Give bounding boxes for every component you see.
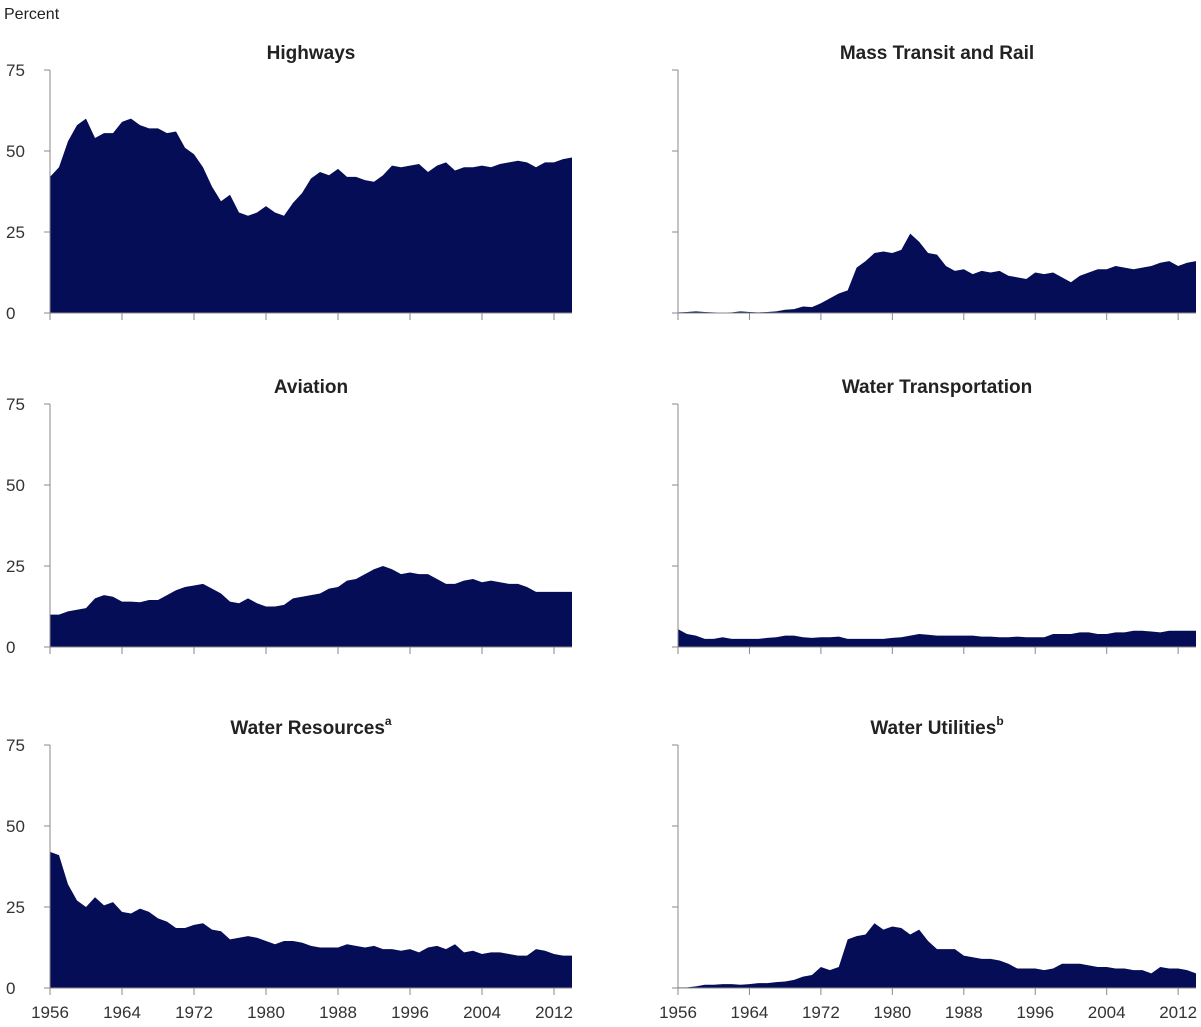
area-series-mass-transit-and-rail (678, 233, 1196, 313)
y-tick-label: 50 (6, 142, 25, 161)
y-tick-label: 0 (6, 638, 15, 657)
x-tick-label: 1988 (945, 1003, 983, 1022)
x-tick-label: 1972 (175, 1003, 213, 1022)
y-tick-label: 75 (6, 736, 25, 755)
y-tick-label: 0 (6, 979, 15, 998)
area-series-water-transportation (678, 629, 1196, 647)
x-tick-label: 1996 (1016, 1003, 1054, 1022)
x-tick-label: 1956 (659, 1003, 697, 1022)
x-tick-label: 1980 (247, 1003, 285, 1022)
panel-title-text: Water Utilities (870, 718, 996, 739)
panel-title-text: Highways (267, 43, 356, 64)
x-tick-label: 2012 (1159, 1003, 1197, 1022)
y-unit-label: Percent (4, 6, 60, 23)
panel-title-aviation: Aviation (274, 377, 348, 398)
y-tick-label: 25 (6, 557, 25, 576)
y-tick-label: 25 (6, 223, 25, 242)
panel-title-highways: Highways (267, 43, 356, 64)
panel-title-text: Mass Transit and Rail (840, 43, 1034, 64)
panel-water-utilities: Water Utilitiesb 1956 1964 1972 1980 1988 1996… (659, 714, 1197, 1022)
y-tick-label: 50 (6, 476, 25, 495)
x-tick-label: 1956 (31, 1003, 69, 1022)
panel-title-superscript: b (996, 714, 1003, 728)
area-series-water-resources (50, 851, 572, 988)
area-series-aviation (50, 566, 572, 647)
panel-title-water-utilities: Water Utilitiesb (870, 714, 1003, 739)
x-tick-label: 2012 (535, 1003, 573, 1022)
x-tick-label: 1988 (319, 1003, 357, 1022)
panel-title-text: Water Resources (230, 718, 385, 739)
panel-title-mass-transit-and-rail: Mass Transit and Rail (840, 43, 1034, 64)
y-tick-label: 75 (6, 395, 25, 414)
panel-title-water-resources: Water Resourcesa (230, 714, 392, 739)
panel-title-text: Aviation (274, 377, 348, 398)
y-tick-label: 75 (6, 61, 25, 80)
x-tick-label: 1964 (731, 1003, 769, 1022)
y-tick-label: 0 (6, 304, 15, 323)
x-tick-label: 1964 (103, 1003, 141, 1022)
panel-highways: Highways 0 25 50 75 (6, 43, 572, 323)
x-tick-label: 2004 (463, 1003, 501, 1022)
x-tick-label: 1996 (391, 1003, 429, 1022)
panel-water-resources: Water Resourcesa 0 25 50 75 1956 1964 1972 1980 1… (6, 714, 573, 1022)
x-tick-label: 1972 (802, 1003, 840, 1022)
area-series-highways (50, 118, 572, 313)
panel-water-transportation: Water Transportation (672, 377, 1196, 654)
panel-title-water-transportation: Water Transportation (842, 377, 1032, 398)
panel-aviation: Aviation 0 25 50 75 (6, 377, 572, 657)
panel-title-superscript: a (385, 714, 392, 728)
y-tick-label: 25 (6, 898, 25, 917)
area-series-water-utilities (678, 923, 1196, 988)
panel-title-text: Water Transportation (842, 377, 1032, 398)
x-tick-label: 2004 (1088, 1003, 1126, 1022)
panel-mass-transit-and-rail: Mass Transit and Rail (672, 43, 1196, 320)
x-tick-label: 1980 (873, 1003, 911, 1022)
y-tick-label: 50 (6, 817, 25, 836)
